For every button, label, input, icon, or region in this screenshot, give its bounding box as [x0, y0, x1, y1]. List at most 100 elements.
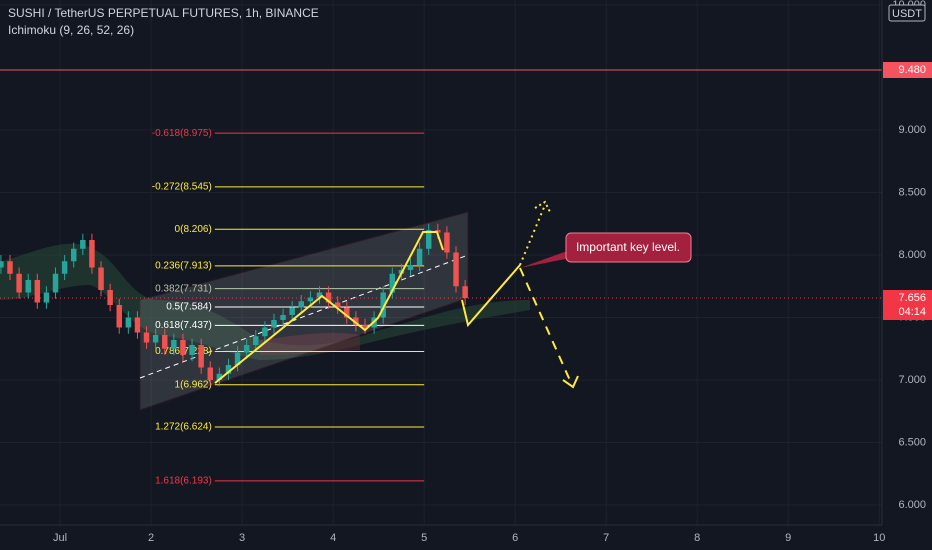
candle-body — [334, 302, 341, 308]
callout-text: Important key level. — [576, 240, 680, 254]
candle-body — [253, 336, 259, 345]
fib-label: 1.272(6.624) — [155, 422, 212, 433]
candle-body — [162, 335, 168, 349]
candle-body — [61, 261, 68, 274]
price-axis — [882, 0, 932, 550]
candle-body — [216, 373, 223, 380]
candle-body — [16, 273, 22, 293]
ichimoku-cloud — [0, 243, 530, 360]
y-tick-label: 6.000 — [898, 499, 926, 511]
candle-body — [43, 292, 50, 303]
x-tick-label: Jul — [53, 532, 67, 544]
candle-body — [7, 261, 13, 274]
x-tick-label: 4 — [330, 532, 336, 544]
ichimoku-cloud-bear — [260, 332, 360, 355]
x-tick-label: 8 — [694, 532, 700, 544]
y-tick-label: 7.000 — [898, 374, 926, 386]
candle-body — [125, 317, 132, 328]
candle-body — [262, 327, 268, 337]
candle-body — [316, 292, 323, 298]
indicator-label: Ichimoku (9, 26, 52, 26) — [8, 23, 134, 37]
fib-label: 1(6.962) — [175, 379, 212, 390]
bear-arrow-head — [562, 375, 579, 389]
bull-arrow-head — [534, 200, 551, 213]
price-tag — [883, 62, 932, 78]
candle-body — [444, 232, 450, 253]
candle-body — [34, 280, 41, 303]
fib-label: 0(8.206) — [175, 224, 212, 235]
candle-body — [171, 340, 177, 349]
chart-title: SUSHI / TetherUS PERPETUAL FUTURES, 1h, … — [8, 6, 319, 20]
x-tick-label: 6 — [512, 532, 518, 544]
candle-body — [189, 345, 195, 355]
fib-label: 1.618(6.193) — [155, 476, 212, 487]
candle-body — [234, 352, 241, 365]
y-tick-label: 8.000 — [898, 249, 926, 261]
candle-body — [152, 335, 159, 343]
fib-label: 0.618(7.437) — [155, 320, 212, 331]
channel-midline — [139, 254, 469, 379]
candle-body — [289, 307, 295, 315]
candle-body — [116, 305, 122, 328]
candle-body — [0, 261, 4, 268]
candle-body — [243, 345, 250, 353]
candle-body — [198, 345, 204, 368]
candle-body — [298, 301, 305, 308]
candle-body — [180, 340, 186, 355]
fib-label: -0.272(8.545) — [152, 182, 212, 193]
x-tick-label: 2 — [148, 532, 154, 544]
fib-label: 0.382(7.731) — [155, 283, 212, 294]
candle-body — [271, 320, 277, 328]
candle-body — [80, 240, 86, 249]
y-tick-label: 8.500 — [898, 186, 926, 198]
bear-arrow — [519, 267, 573, 386]
x-tick-label: 9 — [785, 532, 791, 544]
candle-body — [362, 325, 368, 328]
y-tick-label: 9.000 — [898, 124, 926, 136]
candle-layer — [0, 223, 468, 387]
callout-pointer — [520, 250, 570, 268]
countdown-label: 04:14 — [898, 306, 926, 318]
candle-body — [435, 230, 441, 233]
x-tick-label: 3 — [239, 532, 245, 544]
currency-badge — [888, 4, 926, 22]
candle-body — [416, 248, 423, 265]
candle-body — [107, 290, 113, 305]
candle-body — [407, 265, 414, 270]
fib-label: -0.618(8.975) — [152, 128, 212, 139]
candle-body — [389, 273, 396, 293]
candle-body — [462, 286, 468, 298]
fib-label: 0.5(7.584) — [166, 302, 212, 313]
candle-body — [380, 292, 386, 318]
candle-body — [25, 280, 31, 293]
candle-body — [225, 365, 232, 374]
candle-body — [143, 332, 150, 343]
x-tick-label: 5 — [421, 532, 427, 544]
candle-body — [453, 252, 459, 287]
time-axis — [0, 525, 932, 550]
candle-body — [52, 273, 59, 293]
bull-arrow — [519, 204, 546, 266]
axis-layer: 6.0006.5007.0007.5008.0008.5009.00010.00… — [53, 0, 932, 544]
y-tick-label: 6.500 — [898, 436, 926, 448]
candle-body — [425, 230, 432, 249]
candle-body — [280, 315, 286, 320]
candle-body — [70, 248, 77, 262]
candle-body — [98, 267, 104, 290]
last-price-tag — [883, 290, 932, 320]
price-tag-label: 9.480 — [898, 64, 926, 76]
candle-body — [353, 317, 359, 325]
x-tick-label: 7 — [603, 532, 609, 544]
candle-body — [134, 317, 141, 333]
callout-box — [565, 232, 692, 263]
last-price-label: 7.656 — [898, 292, 926, 304]
projection-path — [461, 264, 521, 328]
zigzag-wave — [214, 231, 444, 384]
candle-body — [344, 307, 350, 318]
currency-label: USDT — [892, 8, 922, 20]
fib-label: 0.236(7.913) — [155, 261, 212, 272]
candle-body — [325, 292, 332, 303]
candle-body — [307, 297, 314, 302]
